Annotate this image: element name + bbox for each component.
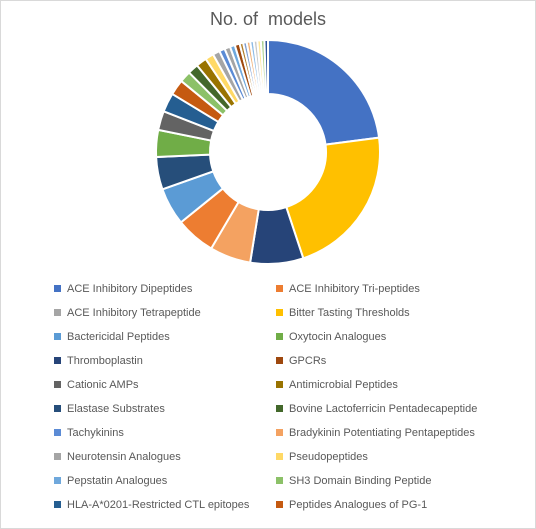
- legend-label: Neurotensin Analogues: [67, 451, 181, 463]
- donut-slice: [285, 136, 381, 260]
- legend-item: SH3 Domain Binding Peptide: [276, 472, 431, 490]
- legend-item: Pseudopeptides: [276, 448, 368, 466]
- legend-label: Cationic AMPs: [67, 379, 139, 391]
- legend-swatch: [276, 476, 283, 484]
- legend-swatch: [54, 380, 61, 388]
- legend-item: Antimicrobial Peptides: [276, 376, 398, 394]
- legend-item: Oxytocin Analogues: [276, 328, 386, 346]
- legend-swatch: [54, 308, 61, 316]
- legend-item: Neurotensin Analogues: [54, 448, 181, 466]
- legend-swatch: [276, 380, 283, 388]
- legend-item: Tachykinins: [54, 424, 124, 442]
- legend-label: Peptides Analogues of PG-1: [289, 499, 428, 511]
- legend-label: Pepstatin Analogues: [67, 475, 168, 487]
- legend-swatch: [54, 476, 61, 484]
- legend-label: Oxytocin Analogues: [289, 331, 387, 343]
- legend-label: HLA-A*0201-Restricted CTL epitopes: [67, 499, 250, 511]
- legend-swatch: [276, 404, 283, 412]
- legend-label: Pseudopeptides: [289, 451, 368, 463]
- legend-label: Thromboplastin: [67, 355, 143, 367]
- legend-item: ACE Inhibitory Dipeptides: [54, 280, 192, 298]
- legend-item: Elastase Substrates: [54, 400, 165, 418]
- legend-label: Bitter Tasting Thresholds: [289, 307, 410, 319]
- legend-label: Antimicrobial Peptides: [289, 379, 398, 391]
- legend-swatch: [276, 428, 283, 436]
- legend-swatch: [54, 284, 61, 292]
- legend-swatch: [276, 452, 283, 460]
- donut-slice: [267, 38, 381, 146]
- donut-slice: [263, 38, 269, 96]
- legend-swatch: [276, 356, 283, 364]
- legend-item: Bactericidal Peptides: [54, 328, 170, 346]
- legend-item: Bradykinin Potentiating Pentapeptides: [276, 424, 475, 442]
- legend-label: Bradykinin Potentiating Pentapeptides: [289, 427, 475, 439]
- legend-swatch: [276, 500, 283, 508]
- legend-item: GPCRs: [276, 352, 326, 370]
- legend-label: GPCRs: [289, 355, 327, 367]
- legend-swatch: [54, 500, 61, 508]
- legend-swatch: [54, 332, 61, 340]
- legend-swatch: [54, 404, 61, 412]
- legend-item: Thromboplastin: [54, 352, 143, 370]
- legend-item: Cationic AMPs: [54, 376, 139, 394]
- legend-label: SH3 Domain Binding Peptide: [289, 475, 432, 487]
- legend-swatch: [276, 284, 283, 292]
- legend-swatch: [54, 356, 61, 364]
- chart-legend: ACE Inhibitory Dipeptides ACE Inhibitory …: [54, 280, 514, 520]
- legend-item: Bitter Tasting Thresholds: [276, 304, 410, 322]
- legend-swatch: [276, 308, 283, 316]
- legend-label: Bovine Lactoferricin Pentadecapeptide: [289, 403, 478, 415]
- legend-item: Bovine Lactoferricin Pentadecapeptide: [276, 400, 477, 418]
- legend-label: ACE Inhibitory Tri-peptides: [289, 283, 420, 295]
- chart-title: No. of models: [209, 9, 327, 29]
- legend-swatch: [276, 332, 283, 340]
- legend-item: ACE Inhibitory Tetrapeptide: [54, 304, 201, 322]
- legend-label: Bactericidal Peptides: [67, 331, 170, 343]
- legend-label: Tachykinins: [67, 427, 124, 439]
- legend-item: ACE Inhibitory Tri-peptides: [276, 280, 420, 298]
- donut-chart: [155, 38, 381, 265]
- legend-item: HLA-A*0201-Restricted CTL epitopes: [54, 496, 249, 514]
- legend-item: Peptides Analogues of PG-1: [276, 496, 427, 514]
- legend-label: Elastase Substrates: [67, 403, 165, 415]
- legend-label: ACE Inhibitory Dipeptides: [67, 283, 193, 295]
- legend-swatch: [54, 428, 61, 436]
- legend-item: Pepstatin Analogues: [54, 472, 167, 490]
- legend-label: ACE Inhibitory Tetrapeptide: [67, 307, 201, 319]
- legend-swatch: [54, 452, 61, 460]
